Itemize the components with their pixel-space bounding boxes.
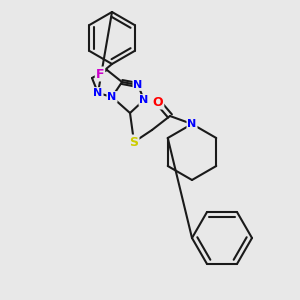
Text: N: N — [188, 119, 196, 129]
Text: N: N — [107, 92, 117, 102]
Text: N: N — [93, 88, 103, 98]
Text: F: F — [96, 68, 104, 80]
Text: N: N — [134, 80, 142, 90]
Text: N: N — [140, 95, 148, 105]
Text: O: O — [153, 95, 163, 109]
Text: S: S — [130, 136, 139, 148]
